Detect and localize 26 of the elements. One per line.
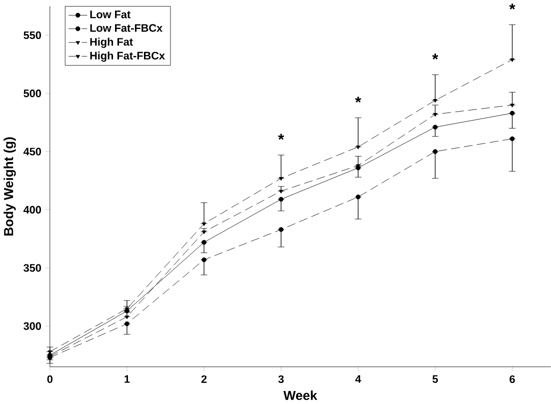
y-tick-label: 400 xyxy=(23,206,41,214)
annotation: * xyxy=(355,96,362,103)
y-tick-label: 450 xyxy=(23,148,41,156)
x-tick-label: 5 xyxy=(432,375,438,384)
legend-label: Low Fat-FBCx xyxy=(90,24,163,32)
y-tick-label: 500 xyxy=(24,90,41,98)
annotation: * xyxy=(509,4,516,10)
x-tick-label: 1 xyxy=(124,375,130,383)
legend-label: High Fat xyxy=(90,38,133,48)
legend-label: High Fat-FBCx xyxy=(90,52,165,62)
point xyxy=(510,104,514,108)
x-tick-label: 3 xyxy=(278,375,284,384)
annotation: * xyxy=(278,134,284,140)
annotation: * xyxy=(432,54,438,60)
y-tick-label: 350 xyxy=(24,264,41,272)
x-tick-label: 2 xyxy=(201,375,207,384)
y-tick-label: 300 xyxy=(24,322,41,330)
point xyxy=(278,227,284,232)
y-axis-title: Body Weight (g) xyxy=(4,137,16,236)
legend-label: Low Fat xyxy=(90,10,130,18)
x-tick-label: 6 xyxy=(510,375,515,384)
point xyxy=(510,110,515,116)
x-axis-title: Week xyxy=(283,390,318,400)
x-tick-label: 0 xyxy=(47,375,52,384)
x-tick-label: 4 xyxy=(355,375,362,383)
y-tick-label: 550 xyxy=(24,32,41,40)
